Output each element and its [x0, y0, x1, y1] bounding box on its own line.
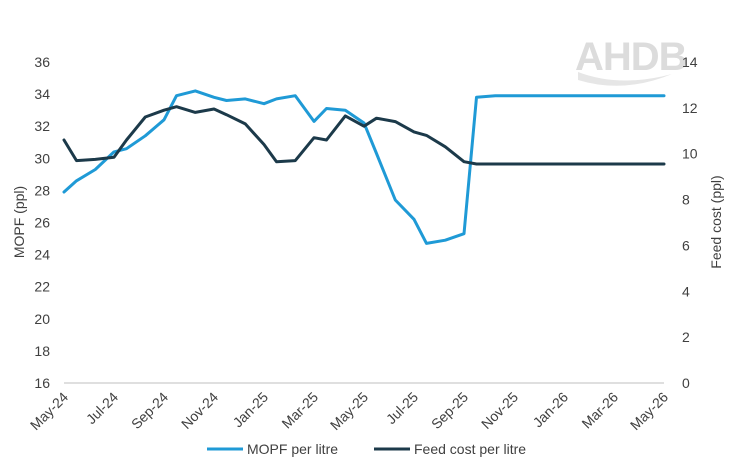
- y-left-tick-label: 26: [34, 215, 50, 231]
- y-right-tick-label: 4: [682, 283, 690, 299]
- y-right-tick-label: 10: [682, 146, 698, 162]
- y-right-tick-label: 14: [682, 54, 698, 70]
- y-right-tick-label: 2: [682, 329, 690, 345]
- x-tick-label: Jan-25: [230, 389, 272, 431]
- y-right-tick-label: 12: [682, 100, 698, 116]
- legend-label-mopf: MOPF per litre: [247, 441, 338, 457]
- x-tick-label: Nov-25: [478, 389, 521, 432]
- y-right-tick-label: 0: [682, 375, 690, 391]
- x-tick-label: Jul-24: [83, 389, 121, 427]
- y-right-tick-label: 6: [682, 237, 690, 253]
- series-line-mopf: [62, 89, 666, 245]
- y-left-tick-label: 22: [34, 279, 50, 295]
- y-axis-left-title: MOPF (ppl): [11, 186, 27, 258]
- x-tick-label: Mar-26: [578, 389, 621, 432]
- x-tick-label: Jul-25: [383, 389, 421, 427]
- ahdb-logo: AHDB: [575, 35, 688, 86]
- x-tick-label: Mar-25: [278, 389, 321, 432]
- y-left-tick-label: 20: [34, 311, 50, 327]
- x-tick-label: May-26: [627, 389, 671, 433]
- legend: MOPF per litre Feed cost per litre: [207, 441, 526, 457]
- x-tick-label: Sep-24: [128, 389, 171, 432]
- x-tick-label: Sep-25: [428, 389, 471, 432]
- y-left-tick-label: 34: [34, 86, 50, 102]
- y-axis-right-title: Feed cost (ppl): [708, 175, 724, 268]
- y-left-tick-label: 18: [34, 343, 50, 359]
- y-left-tick-label: 28: [34, 182, 50, 198]
- y-left-tick-label: 36: [34, 54, 50, 70]
- y-left-tick-label: 30: [34, 150, 50, 166]
- x-tick-label: May-24: [27, 389, 71, 433]
- right-axis-ticks: 0 2 4 6 8 10 12 14: [682, 54, 698, 391]
- legend-label-feed: Feed cost per litre: [414, 441, 526, 457]
- x-tick-label: Jan-26: [530, 389, 572, 431]
- y-right-tick-label: 8: [682, 192, 690, 208]
- x-tick-label: Nov-24: [178, 389, 221, 432]
- left-axis-ticks: 16 18 20 22 24 26 28 30 32 34 36: [34, 54, 50, 391]
- series-line-feed-cost: [62, 105, 666, 166]
- logo-text: AHDB: [575, 35, 687, 79]
- y-left-tick-label: 24: [34, 247, 50, 263]
- logo-swoosh: [578, 72, 672, 86]
- x-tick-label: May-25: [327, 389, 371, 433]
- series-layer: [62, 89, 666, 245]
- y-left-tick-label: 16: [34, 375, 50, 391]
- y-left-tick-label: 32: [34, 118, 50, 134]
- x-axis-ticks: May-24 Jul-24 Sep-24 Nov-24 Jan-25 Mar-25 May-…: [27, 389, 671, 433]
